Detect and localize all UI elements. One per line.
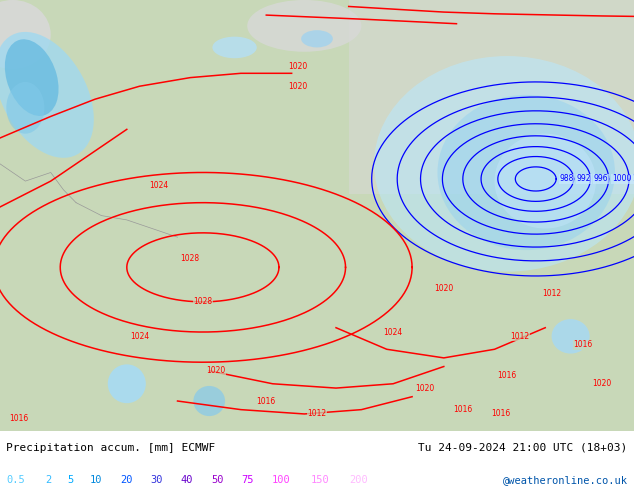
Text: Precipitation accum. [mm] ECMWF: Precipitation accum. [mm] ECMWF	[6, 443, 216, 453]
Text: 1020: 1020	[593, 379, 612, 388]
Text: 5: 5	[67, 475, 74, 485]
Text: 1020: 1020	[434, 284, 453, 294]
Polygon shape	[0, 0, 634, 431]
Text: 988: 988	[559, 174, 574, 183]
Ellipse shape	[108, 365, 146, 403]
Text: 1020: 1020	[206, 367, 225, 375]
Text: 40: 40	[181, 475, 193, 485]
Text: 1004: 1004	[632, 174, 634, 183]
Text: 996: 996	[593, 174, 608, 183]
Ellipse shape	[301, 30, 333, 48]
Polygon shape	[349, 0, 634, 194]
Text: 1020: 1020	[288, 62, 307, 72]
Ellipse shape	[0, 0, 51, 69]
Text: 200: 200	[349, 475, 368, 485]
Text: 1024: 1024	[149, 181, 168, 190]
Text: 1020: 1020	[288, 82, 307, 91]
Ellipse shape	[374, 56, 634, 271]
Text: 1028: 1028	[181, 254, 200, 263]
Text: 1024: 1024	[384, 327, 403, 337]
Text: 75: 75	[242, 475, 254, 485]
Text: @weatheronline.co.uk: @weatheronline.co.uk	[503, 475, 628, 485]
Text: 1016: 1016	[453, 405, 472, 414]
Text: 30: 30	[150, 475, 163, 485]
Text: 1012: 1012	[542, 289, 561, 298]
Text: 150: 150	[311, 475, 330, 485]
Ellipse shape	[247, 0, 361, 52]
Text: Tu 24-09-2024 21:00 UTC (18+03): Tu 24-09-2024 21:00 UTC (18+03)	[418, 443, 628, 453]
Text: 0.5: 0.5	[6, 475, 25, 485]
Text: 2: 2	[45, 475, 51, 485]
Text: 50: 50	[211, 475, 224, 485]
Text: 20: 20	[120, 475, 133, 485]
Ellipse shape	[212, 37, 257, 58]
Text: 1016: 1016	[498, 370, 517, 380]
Text: 1028: 1028	[193, 297, 212, 306]
Text: 1016: 1016	[574, 341, 593, 349]
Text: 1016: 1016	[257, 396, 276, 406]
Text: 10: 10	[89, 475, 102, 485]
Ellipse shape	[5, 39, 58, 116]
Text: 100: 100	[272, 475, 291, 485]
Text: 1020: 1020	[415, 384, 434, 392]
Ellipse shape	[6, 82, 44, 134]
Text: 1024: 1024	[130, 332, 149, 341]
Text: 1012: 1012	[510, 332, 529, 341]
Text: 1012: 1012	[307, 410, 327, 418]
Text: 1016: 1016	[491, 410, 510, 418]
Ellipse shape	[437, 95, 615, 250]
Ellipse shape	[552, 319, 590, 354]
Text: 992: 992	[577, 174, 592, 183]
Text: 1000: 1000	[612, 174, 631, 183]
Text: 1016: 1016	[10, 414, 29, 423]
Ellipse shape	[495, 134, 596, 228]
Ellipse shape	[193, 386, 225, 416]
Ellipse shape	[0, 32, 94, 158]
